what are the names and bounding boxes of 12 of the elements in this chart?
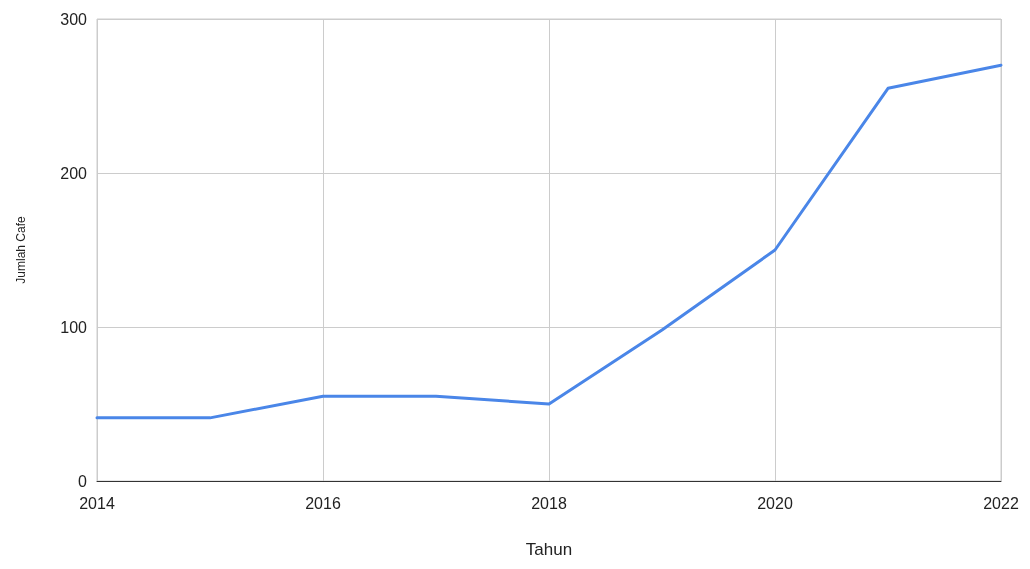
line-series xyxy=(95,63,1003,420)
y-tick-label: 200 xyxy=(60,164,88,182)
y-tick-label: 0 xyxy=(78,472,88,490)
y-tick-label: 100 xyxy=(60,318,88,336)
x-tick-label: 2022 xyxy=(983,494,1019,512)
x-tick-label: 2016 xyxy=(305,494,341,512)
y-tick-label: 300 xyxy=(60,10,88,28)
x-tick-label: 2020 xyxy=(757,494,793,512)
x-axis-title: Tahun xyxy=(525,540,573,559)
y-axis-title: Jumlah Cafe xyxy=(14,216,28,284)
x-tick-label: 2018 xyxy=(531,494,567,512)
x-tick-label: 2014 xyxy=(79,494,115,512)
